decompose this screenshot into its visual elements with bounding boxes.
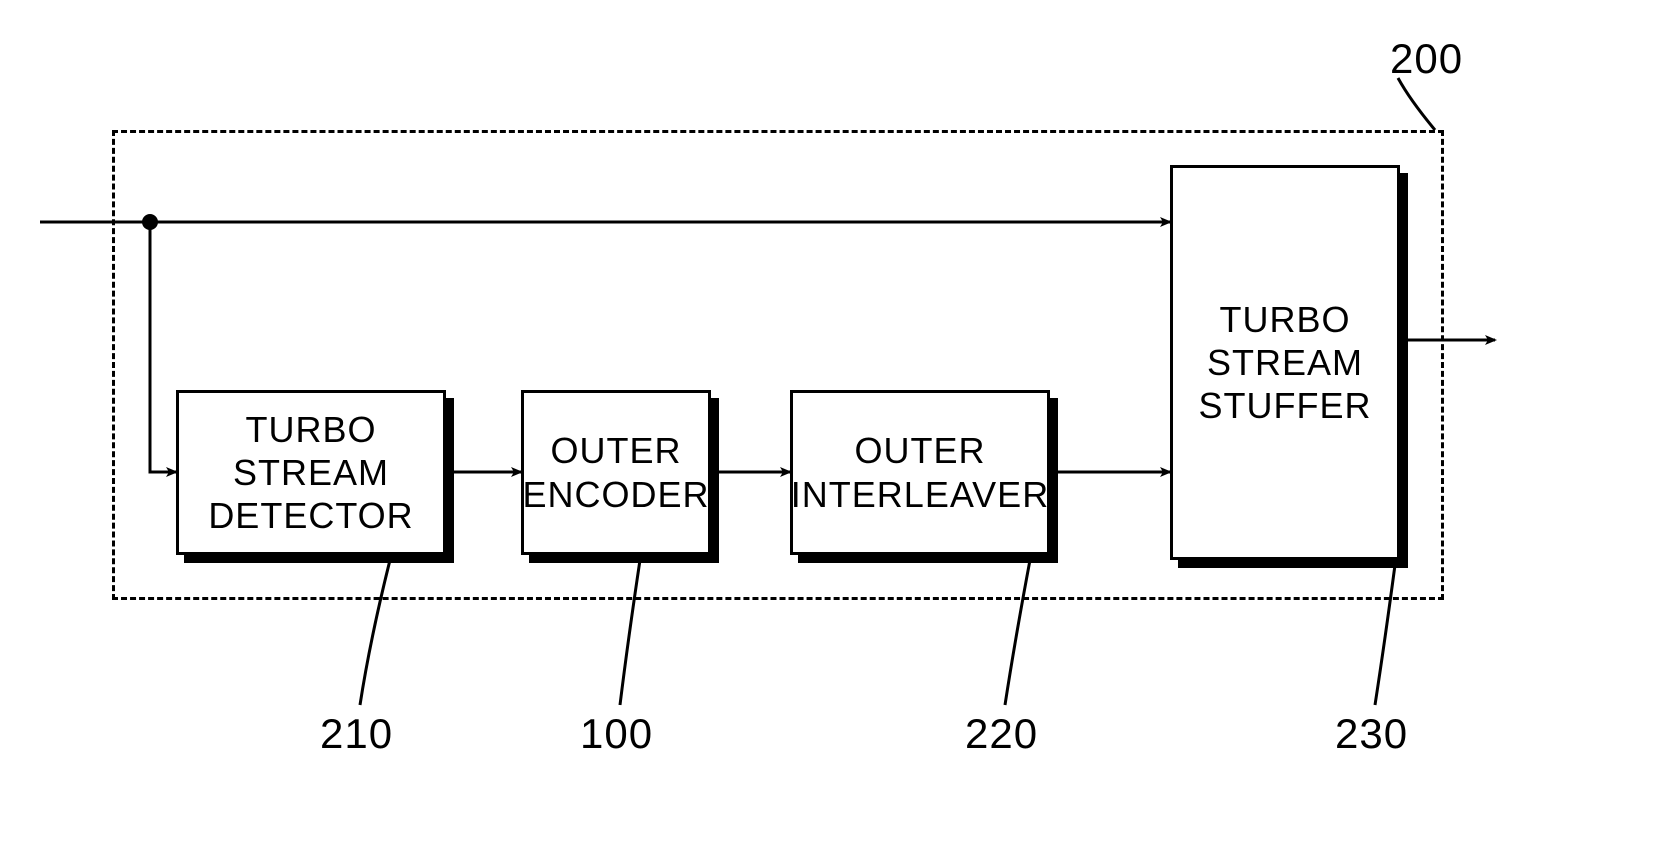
ref-100: 100 xyxy=(580,710,653,758)
outer-interleaver-block: OUTERINTERLEAVER xyxy=(790,390,1050,555)
turbo-stream-stuffer-block: TURBOSTREAMSTUFFER xyxy=(1170,165,1400,560)
interleaver-label: OUTERINTERLEAVER xyxy=(791,429,1049,515)
outer-encoder-block: OUTERENCODER xyxy=(521,390,711,555)
stuffer-label: TURBOSTREAMSTUFFER xyxy=(1199,298,1372,428)
encoder-label: OUTERENCODER xyxy=(522,429,709,515)
ref-220: 220 xyxy=(965,710,1038,758)
leader-200 xyxy=(1398,78,1435,130)
detector-label: TURBO STREAMDETECTOR xyxy=(179,408,443,538)
block-diagram: TURBO STREAMDETECTOR OUTERENCODER OUTERI… xyxy=(0,0,1669,849)
ref-200: 200 xyxy=(1390,35,1463,83)
ref-210: 210 xyxy=(320,710,393,758)
turbo-stream-detector-block: TURBO STREAMDETECTOR xyxy=(176,390,446,555)
ref-230: 230 xyxy=(1335,710,1408,758)
